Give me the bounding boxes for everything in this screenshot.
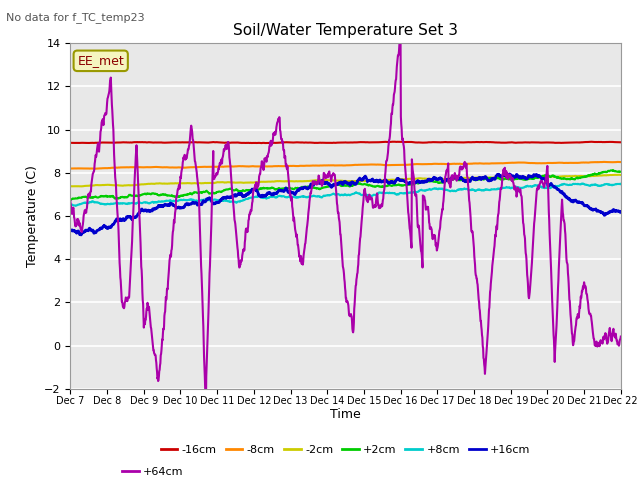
Legend: +64cm: +64cm: [118, 463, 188, 480]
Title: Soil/Water Temperature Set 3: Soil/Water Temperature Set 3: [233, 23, 458, 38]
Text: EE_met: EE_met: [77, 54, 124, 67]
Y-axis label: Temperature (C): Temperature (C): [26, 165, 38, 267]
Text: No data for f_TC_temp23: No data for f_TC_temp23: [6, 12, 145, 23]
X-axis label: Time: Time: [330, 408, 361, 421]
